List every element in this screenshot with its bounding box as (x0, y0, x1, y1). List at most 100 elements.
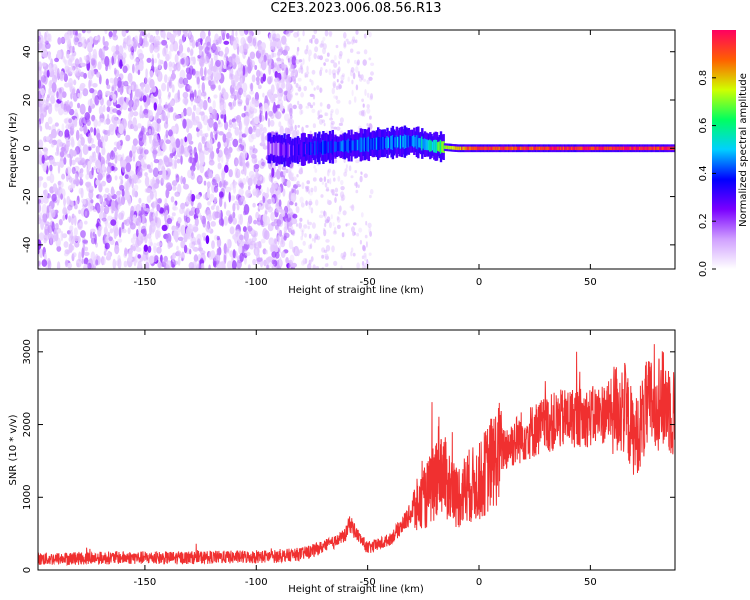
heatmap-noise-cell (130, 237, 136, 244)
heatmap-noise-cell (212, 39, 217, 45)
heatmap-noise-cell (266, 186, 269, 195)
snr-x-tick-label: -50 (359, 577, 375, 588)
heatmap-noise-cell (228, 119, 233, 125)
heatmap-signal-cell (485, 146, 488, 151)
heatmap-signal-cell (490, 146, 493, 151)
heatmap-noise-cell (120, 195, 126, 205)
heatmap-noise-cell (143, 149, 149, 155)
heatmap-noise-cell (288, 224, 294, 233)
heatmap-noise-cell (263, 259, 267, 267)
heatmap-noise-cell (242, 65, 246, 76)
heatmap-signal-cell (274, 143, 277, 155)
heatmap-noise-cell (365, 241, 368, 248)
heatmap-noise-cell (197, 247, 204, 252)
heatmap-signal-cell (324, 140, 328, 154)
heatmap-noise-cell (358, 110, 363, 116)
heatmap-noise-cell (222, 133, 227, 143)
heatmap-noise-cell (319, 177, 323, 182)
heatmap-noise-cell (300, 92, 304, 98)
heatmap-noise-cell (149, 43, 154, 54)
heatmap-noise-cell (326, 103, 331, 110)
heatmap-signal-cell (373, 138, 376, 150)
heatmap-noise-cell (233, 90, 240, 100)
heatmap-noise-cell (80, 36, 86, 44)
heatmap-noise-cell (98, 105, 104, 116)
heatmap-noise-cell (91, 143, 96, 149)
heatmap-noise-cell (105, 236, 110, 245)
heatmap-noise-cell (343, 158, 346, 163)
heatmap-noise-cell (305, 124, 309, 128)
heatmap-signal-cell (610, 146, 614, 151)
heatmap-noise-cell (207, 214, 213, 222)
heatmap-noise-cell (300, 67, 304, 74)
heatmap-noise-cell (54, 57, 60, 63)
heatmap-noise-cell (59, 70, 65, 82)
heatmap-noise-cell (362, 103, 365, 108)
heatmap-noise-cell (172, 141, 177, 152)
heatmap-noise-cell (96, 71, 101, 78)
heatmap-noise-cell (152, 176, 155, 186)
heatmap-noise-cell (335, 44, 339, 49)
heatmap-noise-cell (322, 47, 326, 55)
heatmap-signal-cell (323, 141, 326, 154)
heatmap-noise-cell (174, 93, 179, 104)
heatmap-noise-cell (213, 121, 218, 132)
heatmap-noise-cell (314, 46, 319, 53)
heatmap-noise-cell (295, 223, 299, 227)
heatmap-noise-cell (273, 101, 276, 113)
heatmap-noise-cell (238, 155, 243, 167)
heatmap-noise-cell (200, 263, 205, 269)
heatmap-noise-cell (106, 113, 110, 121)
heatmap-noise-cell (63, 252, 69, 257)
heatmap-noise-cell (221, 170, 225, 181)
heatmap-noise-cell (118, 123, 124, 135)
heatmap-noise-cell (196, 131, 200, 138)
heatmap-signal-cell (401, 135, 404, 149)
heatmap-signal-cell (486, 146, 489, 151)
heatmap-noise-cell (209, 193, 215, 203)
heatmap-signal-cell (540, 146, 543, 151)
heatmap-noise-cell (290, 114, 293, 119)
heatmap-noise-cell (280, 63, 287, 69)
heatmap-noise-cell (62, 207, 68, 216)
heatmap-noise-cell (355, 66, 359, 73)
heatmap-noise-cell (256, 179, 261, 186)
heatmap-signal-cell (565, 146, 568, 151)
heatmap-signal-cell (580, 146, 583, 151)
heatmap-noise-cell (73, 227, 78, 236)
heatmap-noise-cell (111, 199, 116, 211)
heatmap-noise-cell (285, 81, 291, 92)
heatmap-noise-cell (95, 160, 101, 165)
heatmap-noise-cell (106, 252, 111, 257)
heatmap-noise-cell (78, 251, 82, 262)
heatmap-noise-cell (79, 172, 84, 178)
heatmap-noise-cell (198, 261, 202, 269)
heatmap-noise-cell (58, 219, 63, 226)
heatmap-signal-cell (443, 145, 447, 149)
heatmap-signal-cell (395, 135, 399, 150)
heatmap-noise-cell (38, 39, 42, 51)
heatmap-noise-cell (261, 131, 265, 143)
heatmap-noise-cell (87, 204, 94, 212)
heatmap-signal-cell (660, 146, 663, 151)
heatmap-signal-cell (588, 146, 591, 151)
heatmap-signal-cell (394, 137, 397, 148)
snr-y-tick-label: 0 (22, 567, 33, 573)
heatmap-noise-cell (164, 198, 168, 206)
heatmap-signal-cell (336, 142, 340, 151)
heatmap-y-tick-label: 40 (22, 45, 33, 58)
heatmap-noise-cell (157, 198, 162, 204)
heatmap-noise-cell (238, 87, 244, 96)
heatmap-noise-cell (232, 138, 239, 148)
heatmap-noise-cell (186, 132, 193, 143)
heatmap-signal-cell (382, 137, 385, 150)
heatmap-signal-cell (549, 146, 552, 151)
heatmap-noise-cell (330, 122, 334, 129)
heatmap-signal-cell (342, 140, 345, 152)
heatmap-noise-cell (117, 238, 123, 243)
heatmap-noise-cell (280, 171, 284, 178)
heatmap-signal-cell (586, 146, 590, 151)
heatmap-noise-cell (283, 226, 288, 233)
heatmap-noise-cell (106, 106, 111, 113)
